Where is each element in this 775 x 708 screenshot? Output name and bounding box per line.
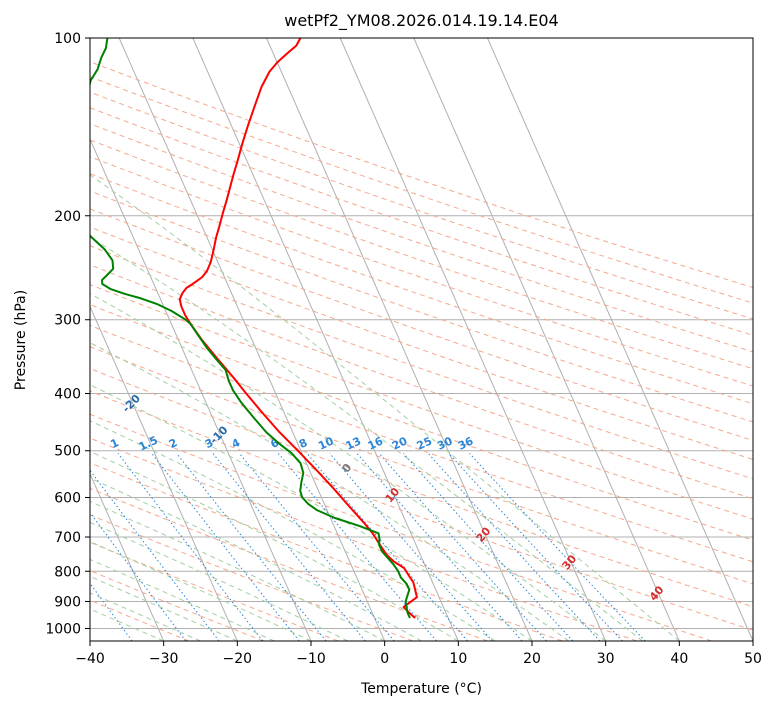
y-tick-label: 300	[54, 313, 81, 329]
x-axis-ticks: −40 −30 −20 −10 0 10 20 30 40 50	[75, 641, 762, 667]
y-axis-label: Pressure (hPa)	[13, 290, 29, 390]
dry-adiabat-line	[90, 413, 712, 641]
mixing-ratio-line	[90, 469, 220, 641]
mixing-ratio-line	[212, 452, 366, 641]
x-tick-label: 30	[597, 651, 615, 667]
x-tick-label: −40	[75, 651, 105, 667]
dry-adiabats	[90, 61, 753, 641]
mixing-ratio-line	[469, 452, 646, 641]
mixing-ratio-label: 13	[344, 434, 363, 452]
plot-frame	[89, 37, 754, 642]
mixing-ratio-line	[329, 452, 493, 641]
y-tick-label: 500	[54, 444, 81, 460]
plot-background	[90, 38, 753, 641]
dry-adiabat-line	[90, 437, 638, 641]
mixing-ratio-label: 0.2	[0, 434, 5, 454]
mixing-ratio-line	[0, 453, 82, 641]
mixing-ratio-line	[356, 452, 523, 641]
dry-adiabat-line	[90, 226, 753, 460]
chart-title: wetPf2_YM08.2026.014.19.14.E04	[284, 11, 558, 31]
y-axis-ticks: 100 200 300 400 500 600 700 800 900 1000	[45, 31, 90, 637]
x-tick-label: 40	[670, 651, 688, 667]
mixing-ratio-line	[90, 511, 187, 641]
dry-adiabat-line	[90, 139, 753, 370]
isotherm-line	[339, 38, 607, 641]
isotherm-line	[90, 305, 238, 641]
y-tick-label: 900	[54, 594, 81, 610]
temperature-profile-line	[178, 38, 418, 619]
dry-adiabat-line	[90, 304, 753, 541]
y-tick-label: 200	[54, 209, 81, 225]
moist-adiabat-line	[90, 477, 422, 641]
mixing-ratio-line	[306, 452, 468, 641]
dry-adiabat-line	[90, 156, 753, 387]
x-tick-label: −30	[149, 651, 179, 667]
y-tick-label: 800	[54, 564, 81, 580]
mixing-ratio-line	[277, 452, 437, 641]
dewpoint-profile-line	[90, 38, 411, 619]
mixing-ratio-line	[427, 452, 601, 641]
x-axis-label: Temperature (°C)	[360, 681, 482, 697]
y-tick-label: 700	[54, 530, 81, 546]
x-tick-label: 50	[744, 651, 762, 667]
dry-adiabat-label: -30	[31, 357, 54, 380]
isotherm-line	[487, 38, 753, 641]
dry-adiabat-line	[90, 91, 753, 320]
isotherm-line	[192, 38, 459, 641]
isotherm-line	[90, 472, 165, 641]
mixing-ratio-label: 30	[435, 434, 455, 452]
mixing-ratio-line	[239, 452, 395, 641]
y-tick-label: 600	[54, 490, 81, 506]
isotherm-line	[413, 38, 680, 641]
x-tick-label: 0	[380, 651, 389, 667]
mixing-ratio-label: 20	[390, 434, 410, 452]
moist-adiabats	[90, 174, 680, 641]
y-tick-label: 1000	[45, 621, 81, 637]
moist-adiabat-line	[90, 174, 680, 641]
x-tick-label: −20	[223, 651, 253, 667]
dry-adiabat-line	[90, 61, 753, 289]
mixing-ratio-label: 0.4	[32, 433, 55, 453]
mixing-ratio-label: 36	[456, 434, 476, 452]
dry-adiabat-line	[90, 123, 753, 353]
mixing-ratio-lines	[0, 452, 646, 641]
dry-adiabat-line	[90, 208, 753, 441]
x-tick-label: 20	[523, 651, 541, 667]
dry-adiabat-line	[90, 283, 753, 520]
x-tick-label: −10	[296, 651, 326, 667]
mixing-ratio-label: 25	[415, 434, 434, 452]
y-tick-label: 400	[54, 387, 81, 403]
x-tick-label: 10	[449, 651, 467, 667]
isotherm-line	[118, 38, 386, 641]
mixing-ratio-label: 16	[366, 434, 386, 452]
sounding-series	[90, 38, 418, 619]
moist-adiabat-line	[90, 450, 459, 641]
mixing-ratio-label: 10	[316, 434, 336, 452]
moist-adiabat-line	[90, 236, 643, 641]
mixing-ratio-line	[176, 452, 327, 641]
y-tick-label: 100	[54, 31, 81, 47]
mixing-ratio-line	[448, 452, 623, 641]
dry-adiabat-line	[90, 390, 753, 631]
